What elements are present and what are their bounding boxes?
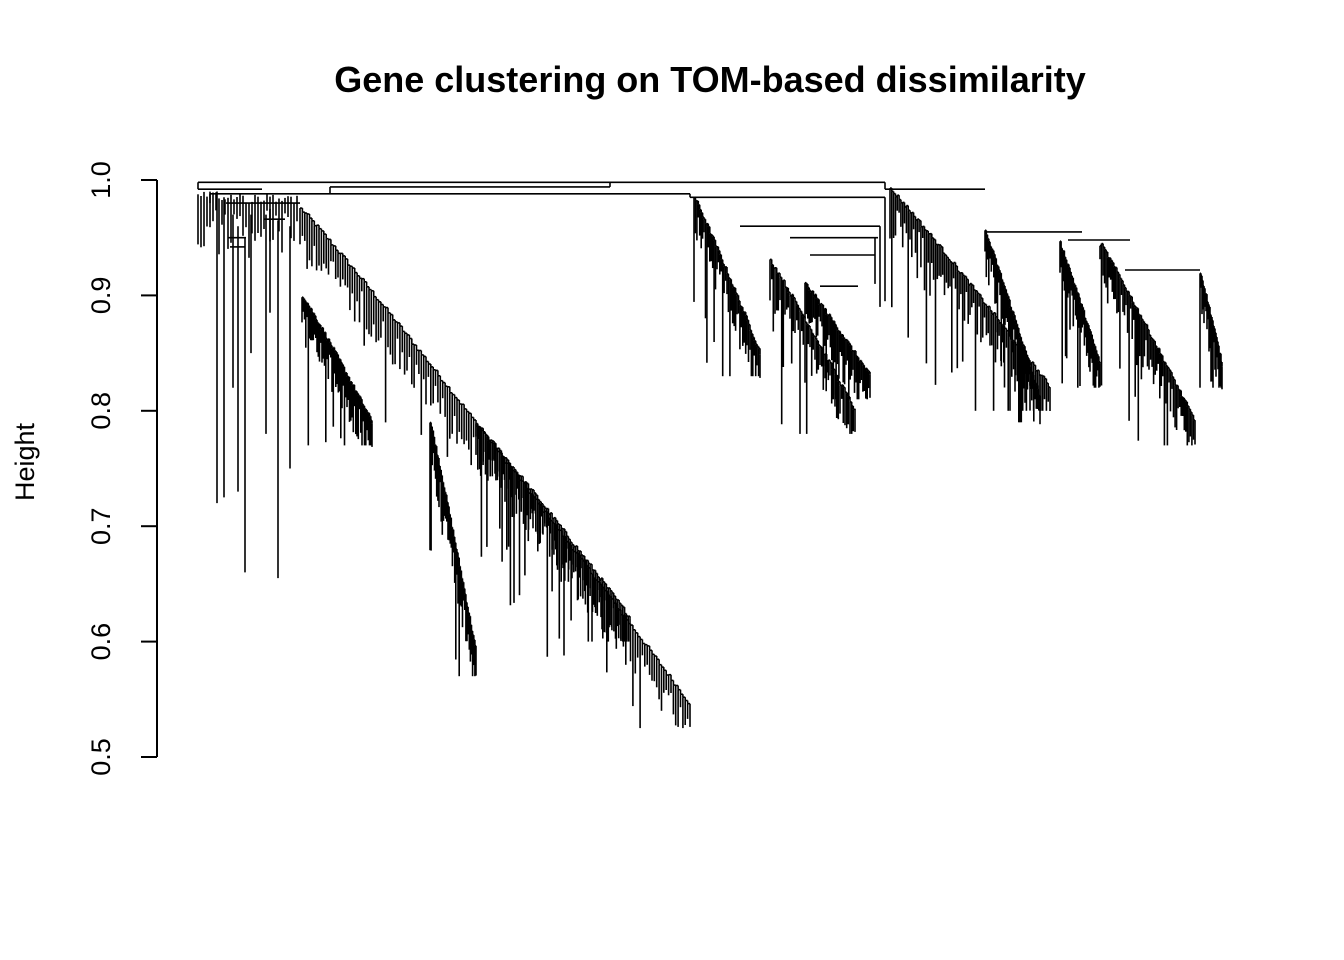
y-tick-label: 0.6: [86, 623, 116, 661]
y-tick-label: 0.5: [86, 738, 116, 776]
y-axis-label: Height: [10, 422, 40, 501]
y-tick-label: 0.8: [86, 392, 116, 430]
chart-title: Gene clustering on TOM-based dissimilari…: [334, 59, 1086, 100]
y-tick-label: 1.0: [86, 161, 116, 199]
y-axis: 0.5 0.6 0.7 0.8 0.9 1.0: [86, 161, 158, 776]
y-tick-label: 0.7: [86, 507, 116, 545]
y-ticks: 0.5 0.6 0.7 0.8 0.9 1.0: [86, 161, 157, 776]
y-tick-label: 0.9: [86, 277, 116, 315]
dendrogram-tree: [197, 181, 1223, 729]
